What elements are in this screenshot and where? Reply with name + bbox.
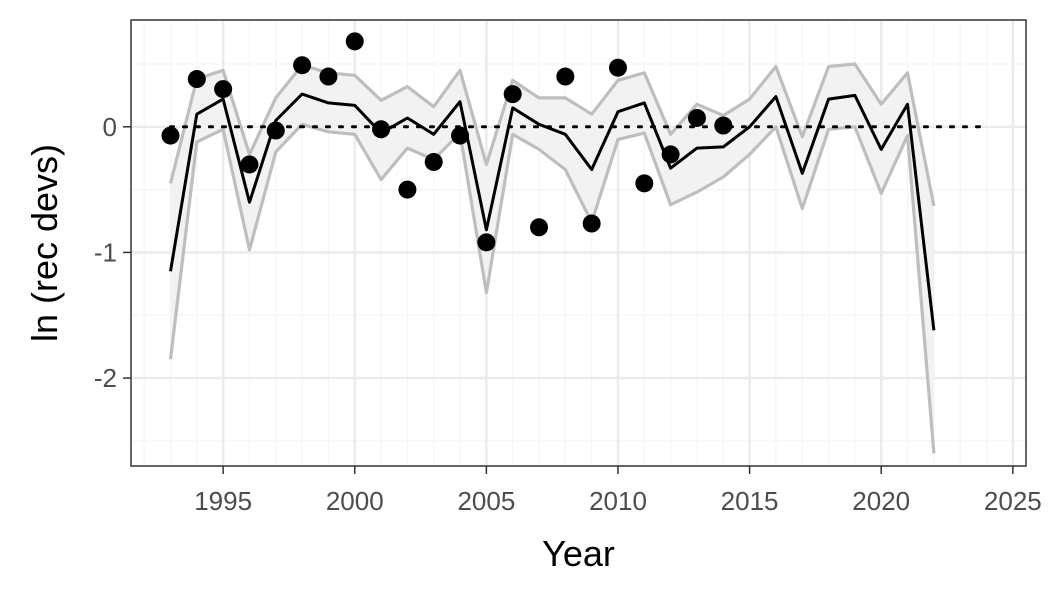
x-tick-label: 2005	[457, 486, 515, 516]
data-point	[451, 126, 470, 145]
x-tick-label: 2010	[589, 486, 647, 516]
data-point	[240, 155, 259, 174]
observed-points	[161, 32, 733, 252]
data-point	[477, 233, 496, 252]
plot-panel-background	[131, 20, 1026, 466]
data-point	[266, 121, 285, 140]
data-point	[635, 174, 654, 193]
y-axis-title: ln (rec devs)	[24, 144, 65, 342]
mean-recruitment-deviation-line	[169, 92, 936, 331]
y-tick-label: -1	[94, 237, 117, 267]
data-point	[161, 126, 180, 145]
data-point	[293, 56, 312, 75]
data-point	[424, 152, 443, 171]
x-tick-label: 1995	[194, 486, 252, 516]
data-point	[530, 218, 549, 237]
data-point	[345, 32, 364, 51]
interval-lower-line	[168, 122, 936, 454]
y-tick-label: 0	[103, 112, 117, 142]
data-point	[372, 120, 391, 139]
x-tick-label: 2025	[984, 486, 1042, 516]
x-tick-label: 2015	[721, 486, 779, 516]
x-tick-label: 2000	[326, 486, 384, 516]
x-tick-label: 2020	[852, 486, 910, 516]
data-point	[319, 67, 338, 86]
plot-panel-border	[130, 19, 1027, 467]
data-point	[503, 85, 522, 104]
y-axis-ticks: -2 -1 0	[94, 112, 131, 393]
mean-line	[169, 92, 936, 331]
x-axis-title: Year	[542, 533, 615, 574]
data-point	[608, 58, 627, 77]
x-axis-ticks: 1995 2000 2005 2010 2015 2020 2025	[194, 466, 1042, 516]
data-point	[187, 70, 206, 89]
data-point	[556, 67, 575, 86]
data-point	[582, 214, 601, 233]
data-point	[687, 108, 706, 127]
data-point	[661, 145, 680, 164]
data-point	[398, 180, 417, 199]
data-point	[214, 80, 233, 99]
y-tick-label: -2	[94, 363, 117, 393]
data-point	[714, 116, 733, 135]
